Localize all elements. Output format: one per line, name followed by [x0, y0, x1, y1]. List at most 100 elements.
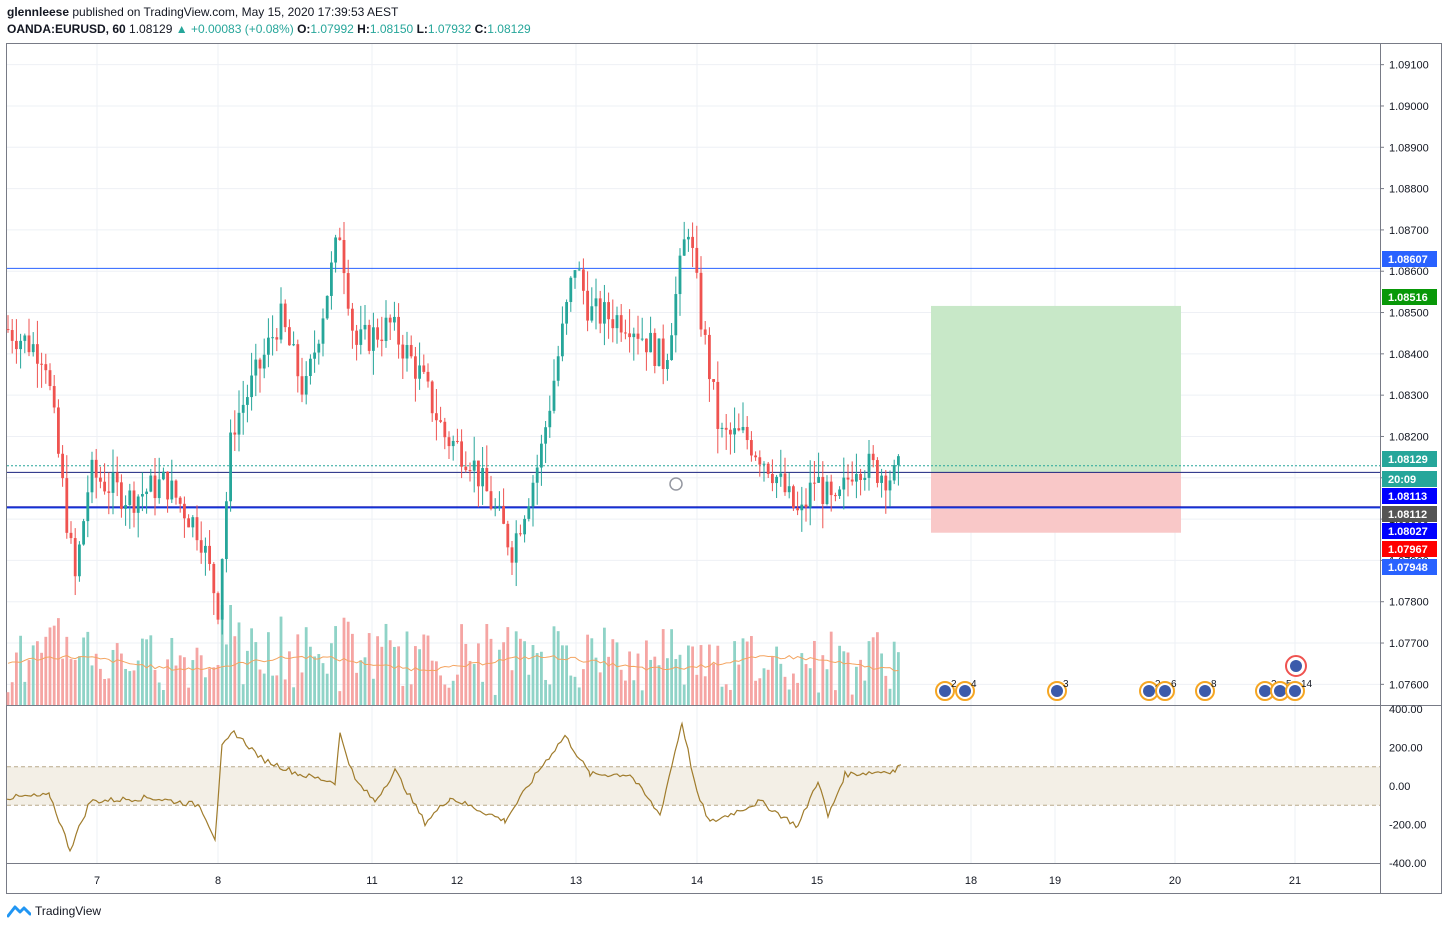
event-count: 14 [1301, 679, 1313, 690]
candle-body [657, 338, 661, 366]
volume-bar [443, 684, 447, 705]
price-tick-label: 1.08200 [1389, 431, 1429, 443]
candle-body [472, 460, 476, 471]
volume-bars [6, 605, 900, 705]
candle-body [464, 466, 468, 471]
volume-bar [107, 678, 111, 705]
candle-body [691, 236, 694, 248]
volume-bar [762, 668, 766, 705]
volume-bar [351, 633, 354, 705]
volume-bar [435, 661, 438, 705]
candle-body [703, 329, 707, 335]
volume-bar [220, 605, 224, 705]
price-tag [1382, 251, 1437, 267]
volume-bar [447, 687, 451, 705]
volume-bar [783, 676, 787, 705]
cci-band [7, 766, 1380, 806]
candle-body [498, 505, 501, 508]
candle-body [292, 344, 295, 346]
volume-bar [712, 663, 715, 705]
volume-bar [565, 645, 568, 705]
volume-bar [199, 655, 203, 705]
candle-body [682, 239, 686, 256]
axes: 1.09100 1.09000 1.08900 1.08800 1.08700 1.086… [94, 60, 1429, 887]
volume-bar [800, 653, 804, 705]
candle-body [216, 593, 220, 620]
volume-bar [456, 674, 459, 705]
candle-body [678, 255, 682, 295]
cci-tick-label: -200.00 [1389, 820, 1426, 832]
candle-body [615, 315, 619, 329]
volume-bar [758, 678, 762, 705]
volume-bar [540, 651, 543, 705]
footer-brand[interactable]: TradingView [7, 904, 101, 918]
candle-body [233, 432, 237, 435]
candle-body [523, 518, 526, 535]
candle-body [649, 332, 652, 353]
volume-bar [645, 640, 648, 705]
candle-body [367, 324, 371, 351]
volume-bar [325, 673, 329, 705]
publisher-name[interactable]: glennleese [7, 5, 70, 19]
close-label: C: [474, 22, 488, 36]
candle-body [90, 459, 94, 493]
price-tag-label: 1.08027 [1388, 526, 1428, 538]
volume-bar [6, 692, 10, 705]
volume-bar [52, 625, 56, 705]
candle-body [754, 455, 757, 458]
candle-body [758, 457, 762, 465]
volume-bar [703, 676, 707, 705]
candle-body [489, 491, 493, 509]
volume-bar [674, 659, 678, 705]
candle-body [317, 343, 321, 353]
volume-bar [691, 646, 694, 705]
candle-body [414, 356, 417, 379]
candle-body [250, 375, 253, 398]
candle-body [708, 334, 711, 380]
candle-body [384, 317, 388, 342]
candle-body [128, 490, 132, 506]
volume-bar [372, 678, 375, 705]
candle-body [111, 472, 115, 493]
volume-bar [170, 637, 174, 705]
flag-icon [1143, 685, 1155, 697]
volume-bar [829, 631, 833, 705]
volume-bar [57, 618, 60, 705]
volume-bar [569, 675, 573, 705]
candle-body [619, 315, 623, 333]
volume-bar [699, 645, 703, 705]
candle-body [838, 489, 841, 496]
volume-bar [498, 649, 501, 705]
volume-bar [31, 645, 35, 705]
close-value: 1.08129 [487, 22, 531, 36]
volume-bar [716, 645, 720, 705]
time-tick-label: 11 [366, 875, 377, 887]
candle-body [493, 507, 497, 509]
candle-body [880, 475, 883, 483]
candle-body [275, 337, 279, 340]
volume-bar [296, 634, 300, 705]
price-tag-label: 1.07948 [1388, 562, 1428, 574]
volume-bar [842, 651, 846, 705]
volume-bar [687, 645, 690, 705]
candle-body [577, 269, 581, 271]
volume-bar [653, 656, 657, 705]
price-tag-label: 1.07967 [1388, 544, 1428, 556]
candle-body [321, 318, 325, 344]
volume-bar [414, 646, 417, 705]
volume-bar [615, 642, 619, 705]
candle-body [300, 376, 304, 395]
candle-body [611, 319, 615, 329]
volume-bar [502, 642, 505, 705]
candle-body [863, 477, 867, 480]
candle-body [44, 364, 48, 371]
volume-bar [838, 645, 841, 705]
horizontal-lines [7, 267, 1380, 509]
volume-bar [430, 660, 434, 705]
volume-bar [23, 681, 27, 705]
candle-body [157, 479, 161, 499]
volume-bar [304, 627, 308, 705]
candle-body [800, 504, 804, 511]
candle-body [514, 533, 518, 563]
